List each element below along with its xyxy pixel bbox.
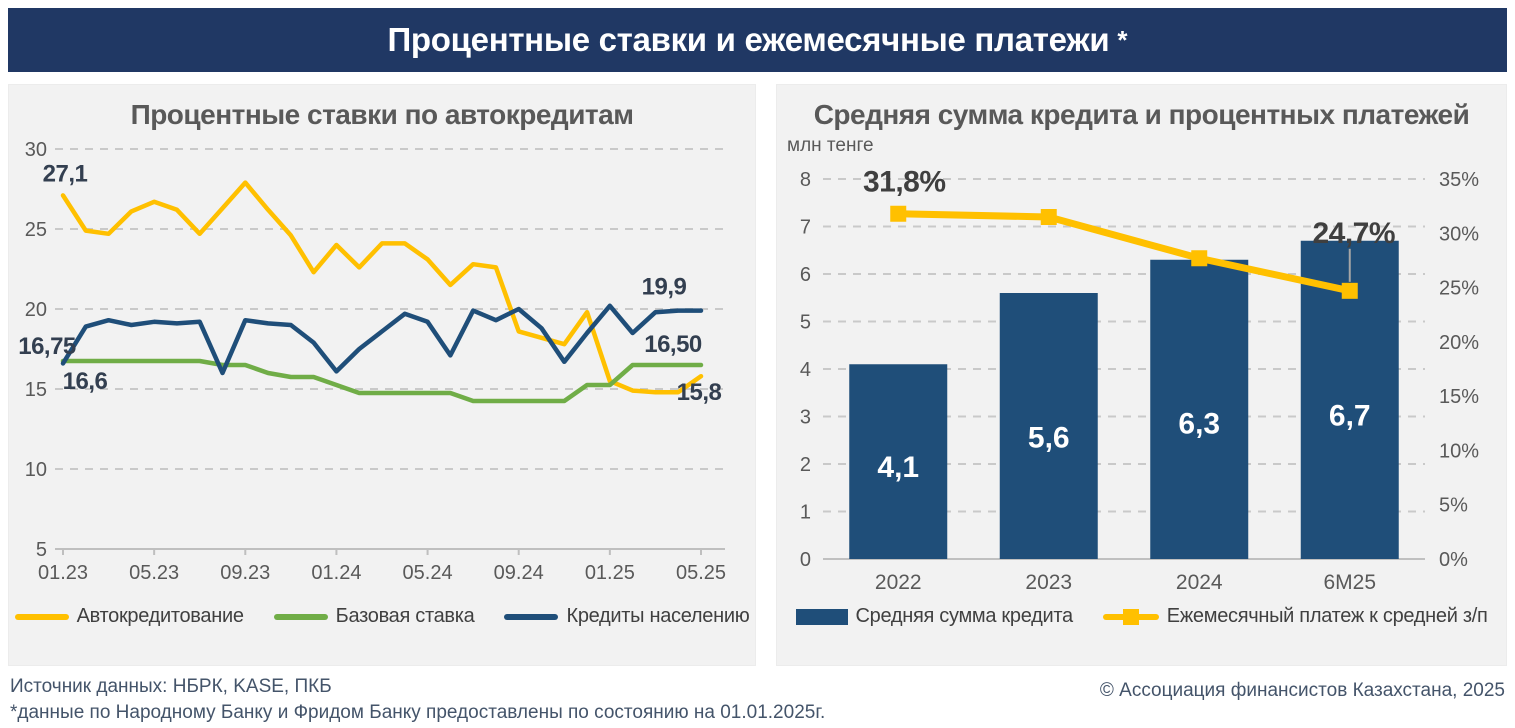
legend-label-autoloans: Автокредитование: [76, 605, 244, 627]
svg-text:4: 4: [800, 359, 811, 381]
svg-text:1: 1: [800, 502, 811, 524]
loan-sum-chart-panel: Средняя сумма кредита и процентных плате…: [776, 84, 1507, 666]
header-bar: Процентные ставки и ежемесячные платежи …: [8, 8, 1507, 72]
legend-item-avg-loan: Средняя сумма кредита: [795, 605, 1074, 628]
rates-chart-legend: Автокредитование Базовая ставка Кредиты …: [9, 605, 755, 628]
svg-text:15,8: 15,8: [677, 379, 722, 406]
rates-chart-title: Процентные ставки по автокредитам: [130, 99, 634, 130]
loan-sum-chart-legend: Средняя сумма кредита Ежемесячный платеж…: [777, 605, 1506, 628]
svg-text:4,1: 4,1: [877, 451, 919, 484]
legend-label-base-rate: Базовая ставка: [335, 605, 475, 627]
svg-text:01.24: 01.24: [311, 562, 361, 584]
svg-text:09.24: 09.24: [494, 562, 544, 584]
svg-text:01.25: 01.25: [585, 562, 635, 584]
svg-text:20%: 20%: [1439, 332, 1479, 354]
svg-text:10%: 10%: [1439, 440, 1479, 462]
svg-text:2022: 2022: [875, 571, 922, 594]
svg-text:6,7: 6,7: [1329, 399, 1371, 432]
svg-text:25: 25: [25, 219, 47, 241]
title-asterisk: *: [1117, 24, 1128, 55]
svg-text:30%: 30%: [1439, 223, 1479, 245]
svg-text:2024: 2024: [1176, 571, 1223, 594]
svg-text:7: 7: [800, 217, 811, 239]
svg-text:6М25: 6М25: [1323, 571, 1376, 594]
legend-label-retail-loans: Кредиты населению: [566, 605, 750, 627]
legend-item-retail-loans: Кредиты населению: [504, 605, 750, 628]
svg-text:15: 15: [25, 379, 47, 401]
rates-chart-panel: Процентные ставки по автокредитам 30 25 20…: [8, 84, 756, 666]
svg-text:0%: 0%: [1439, 549, 1468, 571]
svg-text:05.25: 05.25: [676, 562, 726, 584]
svg-text:5: 5: [800, 312, 811, 334]
svg-text:19,9: 19,9: [642, 274, 687, 301]
svg-text:30: 30: [25, 139, 47, 161]
svg-text:27,1: 27,1: [43, 160, 88, 187]
footer-copyright: © Ассоциация финансистов Казахстана, 202…: [1099, 680, 1505, 701]
loan-sum-chart-title: Средняя сумма кредита и процентных плате…: [813, 99, 1470, 130]
svg-text:2: 2: [800, 454, 811, 476]
footer: Источник данных: НБРК, KASE, ПКБ *данные…: [8, 666, 1507, 725]
svg-text:5,6: 5,6: [1028, 421, 1070, 454]
svg-text:млн тенге: млн тенге: [787, 135, 874, 156]
legend-label-monthly-payment: Ежемесячный платеж к средней з/п: [1166, 605, 1488, 627]
svg-text:5%: 5%: [1439, 495, 1468, 517]
svg-text:15%: 15%: [1439, 386, 1479, 408]
retail-loans-line-swatch-icon: [504, 613, 559, 620]
svg-text:5: 5: [36, 539, 47, 561]
svg-text:3: 3: [800, 407, 811, 429]
svg-text:2023: 2023: [1025, 571, 1072, 594]
svg-text:8: 8: [800, 169, 811, 191]
svg-text:6: 6: [800, 264, 811, 286]
svg-text:0: 0: [800, 549, 811, 571]
footer-source: Источник данных: НБРК, KASE, ПКБ: [10, 676, 332, 697]
svg-text:24,7%: 24,7%: [1312, 217, 1395, 250]
svg-text:16,50: 16,50: [644, 331, 702, 358]
avg-loan-bar-swatch-icon: [795, 608, 848, 625]
legend-item-monthly-payment: Ежемесячный платеж к средней з/п: [1102, 605, 1488, 628]
legend-item-autoloans: Автокредитование: [14, 605, 244, 628]
loan-sum-combo-chart-svg: 8 7 6 5 4 3 2 1 0 35% 30% 25% 20% 15% 10% 5% 0% млн тенге…: [787, 135, 1479, 594]
autoloans-line-swatch-icon: [14, 613, 69, 620]
rates-line-chart-svg: 30 25 20 15 10 501.23 05.23 09.23 01.24 05.24 09.2…: [18, 139, 726, 584]
footer-footnote: *данные по Народному Банку и Фридом Банк…: [10, 701, 826, 723]
svg-text:35%: 35%: [1439, 169, 1479, 191]
svg-text:09.23: 09.23: [220, 562, 270, 584]
svg-text:20: 20: [25, 299, 47, 321]
panels-row: Процентные ставки по автокредитам 30 25 20…: [8, 84, 1507, 666]
monthly-payment-line-swatch-icon: [1102, 608, 1159, 625]
svg-text:16,75: 16,75: [18, 333, 76, 360]
page-title: Процентные ставки и ежемесячные платежи: [387, 21, 1110, 58]
svg-text:31,8%: 31,8%: [863, 166, 946, 199]
svg-text:01.23: 01.23: [38, 562, 88, 584]
svg-text:05.23: 05.23: [129, 562, 179, 584]
svg-text:05.24: 05.24: [403, 562, 453, 584]
svg-text:16,6: 16,6: [63, 368, 108, 395]
legend-label-avg-loan: Средняя сумма кредита: [855, 605, 1074, 627]
svg-text:25%: 25%: [1439, 278, 1479, 300]
legend-item-base-rate: Базовая ставка: [273, 605, 475, 628]
base-rate-line-swatch-icon: [273, 613, 328, 620]
svg-text:6,3: 6,3: [1178, 407, 1220, 440]
svg-text:10: 10: [25, 459, 47, 481]
